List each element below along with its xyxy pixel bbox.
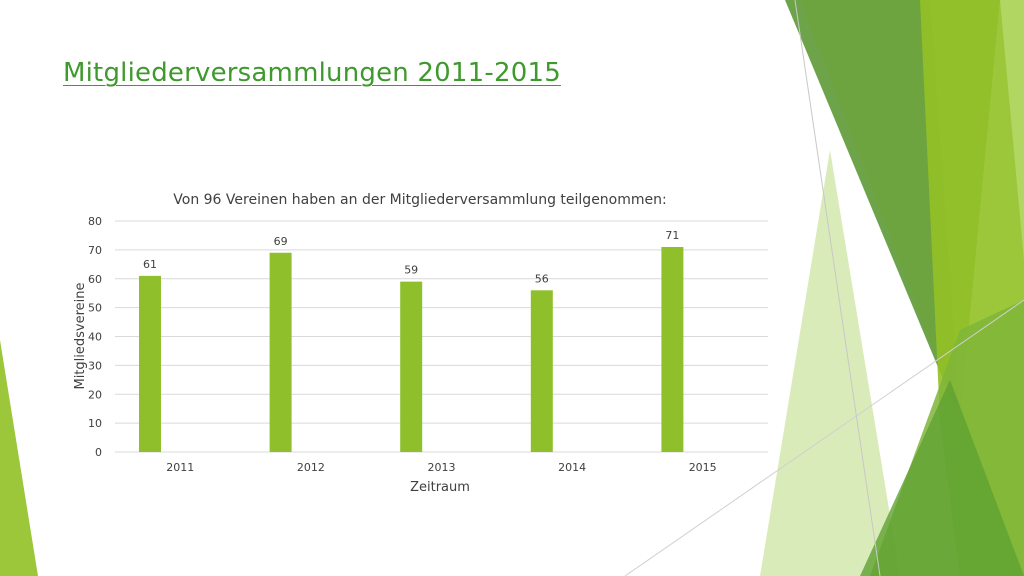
bar-2012: [269, 252, 292, 452]
right-bottom-facet: [860, 380, 1024, 576]
bar-2011: [139, 275, 161, 452]
y-tick-label: 50: [88, 302, 102, 315]
x-tick-label-2014: 2014: [558, 461, 586, 474]
data-label-2013: 59: [404, 264, 418, 277]
bar-2014: [530, 290, 553, 452]
y-axis-title: Mitgliedsvereine: [73, 282, 88, 389]
y-tick-label: 10: [88, 417, 102, 430]
left-edge-stripe: [0, 340, 38, 576]
y-tick-label: 80: [88, 215, 102, 228]
y-tick-label: 40: [88, 331, 102, 344]
x-axis-ticks: 2011 2012 2013 2014 2015: [166, 461, 716, 474]
data-label-2012: 69: [274, 235, 288, 248]
gridlines: [115, 220, 768, 453]
chart-title: Von 96 Vereinen haben an der Mitgliederv…: [173, 192, 666, 208]
bars: [139, 246, 684, 452]
data-labels: 61 69 59 56 71: [143, 229, 679, 285]
right-light-facet: [760, 150, 900, 576]
decorative-line: [794, 0, 881, 576]
y-tick-label: 0: [95, 446, 102, 459]
x-tick-label-2011: 2011: [166, 461, 194, 474]
x-tick-label-2015: 2015: [689, 461, 717, 474]
x-tick-label-2012: 2012: [297, 461, 325, 474]
bar-2015: [661, 246, 684, 452]
data-label-2011: 61: [143, 258, 157, 271]
x-axis-title: Zeitraum: [410, 480, 470, 495]
y-tick-label: 20: [88, 388, 102, 401]
right-pale-sliver: [1000, 0, 1024, 260]
slide-title: Mitgliederversammlungen 2011-2015: [63, 58, 561, 88]
x-tick-label-2013: 2013: [428, 461, 456, 474]
decorative-line: [624, 299, 1024, 576]
y-tick-label: 70: [88, 244, 102, 257]
data-label-2015: 71: [665, 229, 679, 242]
data-label-2014: 56: [535, 272, 549, 285]
y-tick-label: 30: [88, 359, 102, 372]
y-tick-label: 60: [88, 273, 102, 286]
bar-2013: [400, 281, 423, 452]
y-axis-ticks: 0 10 20 30 40 50 60 70 80: [88, 215, 102, 459]
